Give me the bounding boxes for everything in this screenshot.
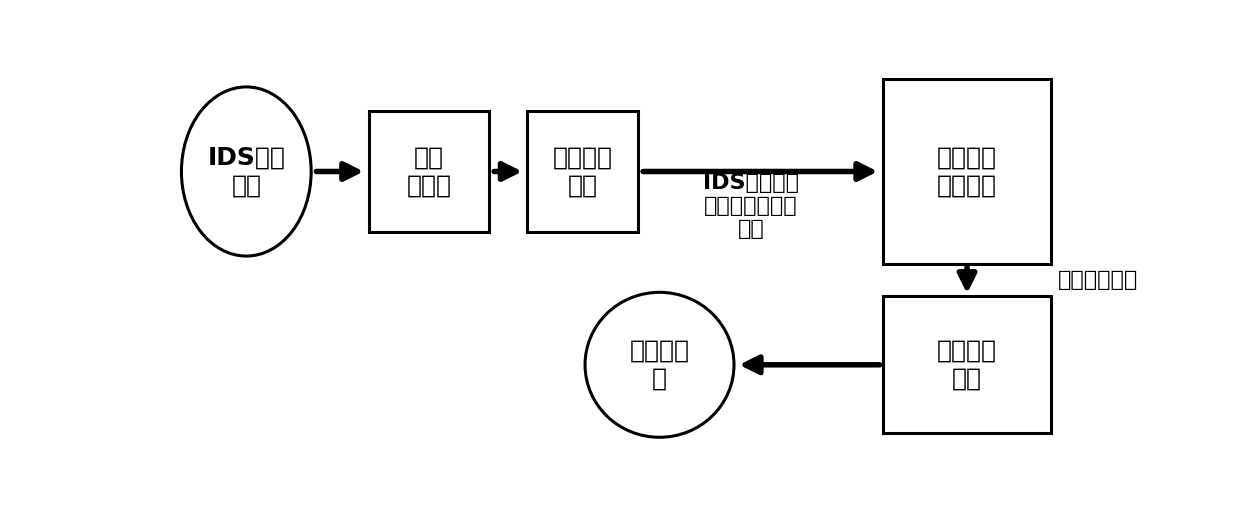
Bar	[368, 111, 489, 232]
Bar	[883, 297, 1052, 433]
Ellipse shape	[181, 87, 311, 256]
Bar	[883, 79, 1052, 264]
Text: 数据
预处理: 数据 预处理	[407, 145, 451, 197]
Text: 警报日志
模糊聚类: 警报日志 模糊聚类	[937, 145, 997, 197]
Ellipse shape	[585, 292, 734, 437]
Text: IDS警报日志
攻击事件的分类
结果: IDS警报日志 攻击事件的分类 结果	[703, 173, 799, 239]
Text: 攻击场景
图: 攻击场景 图	[630, 339, 689, 391]
Text: IDS警报
日志: IDS警报 日志	[207, 145, 285, 197]
Text: 攻击事件
划分: 攻击事件 划分	[553, 145, 613, 197]
Bar	[527, 111, 637, 232]
Text: 攻击场景
挖掘: 攻击场景 挖掘	[937, 339, 997, 391]
Text: 攻击序列集合: 攻击序列集合	[1058, 270, 1138, 290]
